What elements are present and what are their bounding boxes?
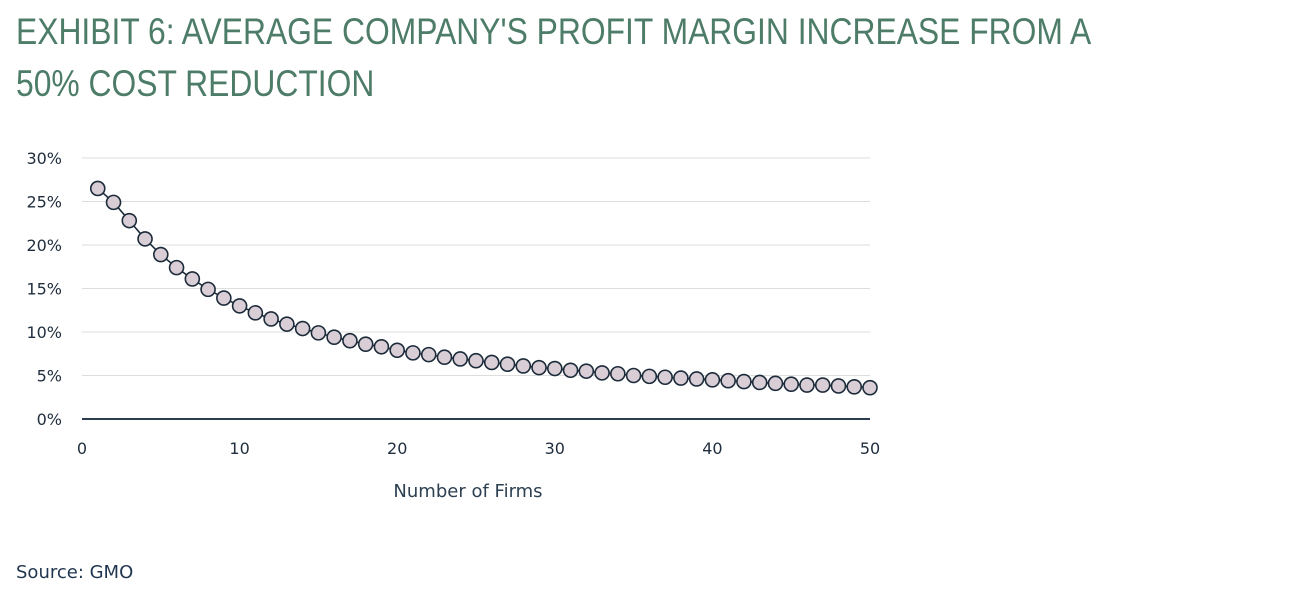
x-tick-labels: 0 10 20 30 40 50 [77,439,880,458]
data-point [153,246,169,263]
data-point [452,351,469,367]
data-point [688,371,705,387]
data-point [231,298,248,314]
data-point [673,370,689,386]
data-point [783,376,800,392]
data-point [137,231,153,247]
data-point [342,332,358,349]
data-point [531,359,547,376]
data-point [641,368,658,385]
data-point [121,212,138,229]
data-point [546,360,563,377]
x-tick-label: 10 [229,439,249,458]
data-point [420,346,437,363]
data-markers [89,180,878,396]
x-tick-label: 30 [545,439,565,458]
data-point [216,290,232,306]
profit-margin-chart: 0% 5% 10% 15% 20% 25% 30% 0 10 20 30 40 50 Number o… [26,149,880,502]
data-point [830,378,847,394]
data-point [468,352,484,369]
title-container: EXHIBIT 6: AVERAGE COMPANY'S PROFIT MARG… [0,0,1300,110]
data-point [405,345,421,361]
data-point [515,358,532,374]
data-point [279,316,295,332]
x-axis-title: Number of Firms [393,481,542,502]
data-point [168,259,185,276]
source-note: Source: GMO [16,562,134,583]
x-tick-label: 0 [77,439,87,458]
x-tick-label: 50 [860,439,880,458]
data-point [720,372,736,389]
data-point [562,362,579,379]
y-tick-label: 20% [26,236,62,255]
gridlines [82,157,870,376]
y-tick-label: 0% [37,410,62,429]
data-point [263,311,279,327]
y-tick-label: 5% [37,367,62,386]
data-point [814,377,831,393]
data-point [310,325,327,341]
data-point [357,336,374,352]
data-point [499,356,516,372]
y-tick-labels: 0% 5% 10% 15% 20% 25% 30% [26,149,62,429]
data-point [247,305,264,321]
x-tick-label: 40 [702,439,722,458]
y-tick-label: 10% [26,323,62,342]
data-point [105,194,122,211]
data-point [610,365,626,382]
data-point [799,377,815,393]
data-point [846,379,863,395]
data-point [657,369,673,386]
data-point [625,367,642,384]
data-point [294,320,311,337]
data-point [736,373,752,390]
data-point [483,354,500,371]
data-point [862,379,878,396]
data-point [184,271,201,287]
data-point [436,349,453,366]
data-point [578,363,595,379]
data-point [704,372,721,388]
data-point [89,180,106,197]
data-point [767,375,784,392]
data-point [326,329,342,346]
x-tick-label: 20 [387,439,407,458]
chart-title: EXHIBIT 6: AVERAGE COMPANY'S PROFIT MARG… [16,11,1090,104]
data-point [373,338,390,355]
y-tick-label: 30% [26,149,62,168]
data-point [594,365,610,381]
data-point [751,374,768,391]
y-tick-label: 15% [26,280,62,299]
y-tick-label: 25% [26,193,62,212]
data-point [389,342,406,359]
data-point [200,281,216,298]
